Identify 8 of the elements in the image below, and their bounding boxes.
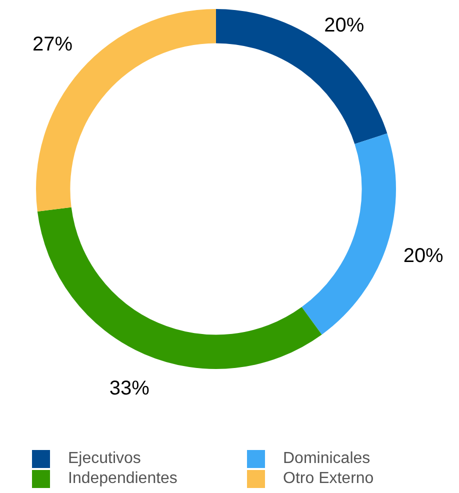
data-label: 33% — [109, 378, 150, 400]
data-label: 27% — [32, 33, 73, 56]
legend-label: Otro Externo — [283, 470, 374, 488]
data-label: 20% — [324, 14, 364, 37]
data-label: 20% — [403, 244, 444, 267]
legend-label: Dominicales — [283, 450, 370, 468]
legend-label: Ejecutivos — [68, 450, 141, 468]
legend-label: Independientes — [68, 470, 178, 488]
